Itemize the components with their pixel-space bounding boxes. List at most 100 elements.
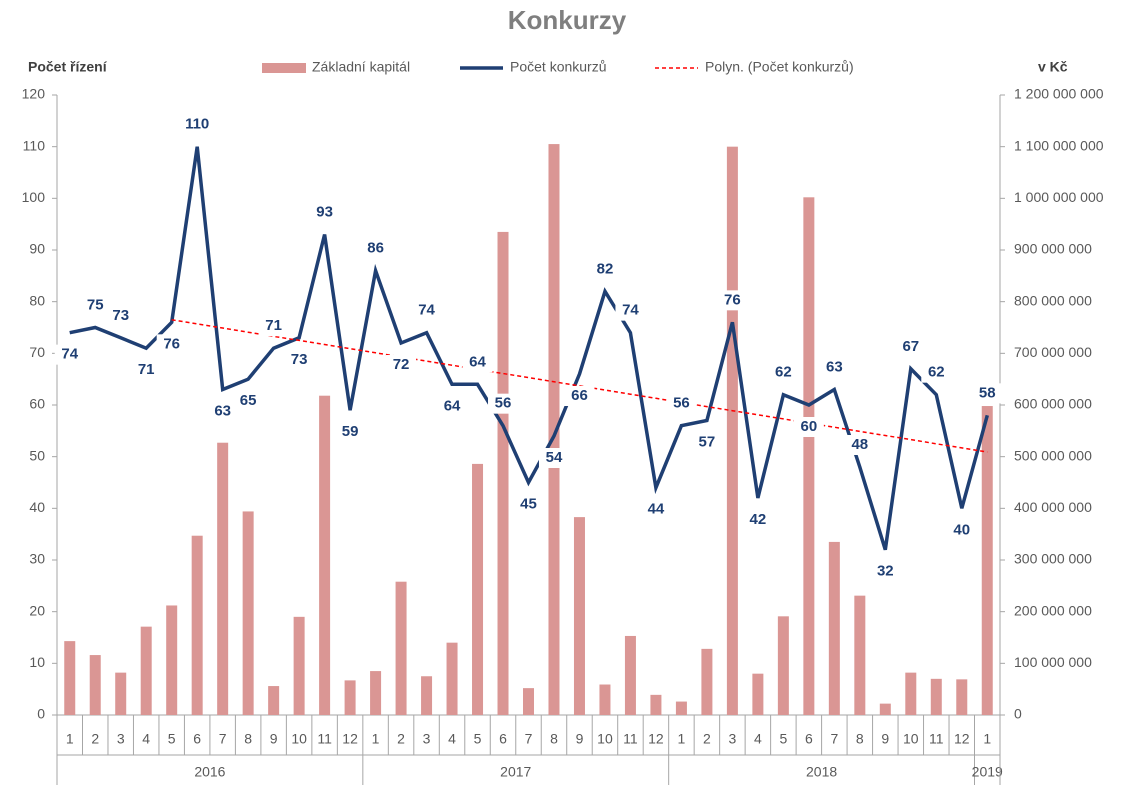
group-label: 2016 xyxy=(194,764,225,780)
bar xyxy=(803,197,815,716)
data-label-bg xyxy=(870,561,901,582)
data-label: 71 xyxy=(265,317,282,334)
data-label-bg xyxy=(768,362,799,383)
bar xyxy=(523,688,534,715)
y2-axis-title: v Kč xyxy=(1038,59,1068,75)
group-label: 2018 xyxy=(806,764,837,780)
data-label-bg xyxy=(564,386,595,406)
x-tick-label: 2 xyxy=(703,731,711,747)
x-tick-label: 9 xyxy=(576,731,584,747)
x-tick-label: 8 xyxy=(856,731,864,747)
bar xyxy=(344,680,356,715)
x-tick-label: 10 xyxy=(291,731,307,747)
x-tick-label: 11 xyxy=(623,731,638,747)
x-tick-label: 6 xyxy=(499,731,507,747)
data-label-bg xyxy=(488,393,519,414)
data-label-bg xyxy=(742,510,773,530)
data-label: 45 xyxy=(520,495,537,512)
data-label-bg xyxy=(80,295,111,316)
x-tick-label: 4 xyxy=(448,731,456,747)
data-label-bg xyxy=(717,290,748,311)
y-tick-label: 10 xyxy=(29,654,45,670)
y-tick-label: 50 xyxy=(29,447,45,463)
data-label-bg xyxy=(131,360,162,381)
x-tick-label: 5 xyxy=(168,731,176,747)
x-tick-label: 5 xyxy=(474,731,482,747)
data-label-bg xyxy=(691,432,722,453)
data-label: 71 xyxy=(138,361,155,378)
x-tick-label: 10 xyxy=(903,731,919,747)
data-label-bg xyxy=(946,520,977,541)
x-tick-label: 4 xyxy=(754,731,762,747)
y-tick-label: 40 xyxy=(29,499,45,515)
x-tick-label: 8 xyxy=(244,731,252,747)
bar xyxy=(905,672,917,715)
bar xyxy=(624,635,636,715)
bar xyxy=(242,511,254,715)
data-label: 56 xyxy=(495,395,512,412)
y2-tick-label: 800 000 000 xyxy=(1014,292,1092,308)
x-tick-label: 7 xyxy=(219,731,227,747)
y-tick-label: 100 xyxy=(22,189,46,205)
legend-label: Polyn. (Počet konkurzů) xyxy=(705,59,854,75)
y2-tick-label: 1 100 000 000 xyxy=(1014,137,1104,153)
x-tick-label: 12 xyxy=(648,731,664,747)
data-label: 57 xyxy=(699,433,716,450)
data-label-bg xyxy=(335,422,366,443)
bar xyxy=(701,648,713,715)
data-label: 74 xyxy=(622,302,639,319)
y-tick-label: 120 xyxy=(22,86,46,102)
y-tick-label: 110 xyxy=(23,137,46,153)
y-tick-label: 30 xyxy=(29,551,45,567)
data-label-bg xyxy=(972,383,1003,404)
data-label: 93 xyxy=(316,203,333,220)
data-label: 86 xyxy=(367,240,384,257)
y2-tick-label: 600 000 000 xyxy=(1014,396,1092,412)
bar xyxy=(319,395,331,715)
data-label: 72 xyxy=(393,356,410,373)
data-label-bg xyxy=(156,334,187,355)
trend-line xyxy=(171,319,988,453)
chart-title: Konkurzy xyxy=(508,5,627,35)
y2-tick-label: 900 000 000 xyxy=(1014,241,1092,257)
data-label-bg xyxy=(793,417,824,437)
data-label-bg xyxy=(895,336,926,357)
legend-label: Počet konkurzů xyxy=(510,59,607,75)
x-tick-label: 1 xyxy=(66,731,74,747)
group-label: 2019 xyxy=(972,764,1003,780)
legend: Základní kapitál Počet konkurzů Polyn. (… xyxy=(262,59,854,75)
y2-tick-label: 1 000 000 000 xyxy=(1014,189,1104,205)
bar xyxy=(956,679,968,715)
data-label: 63 xyxy=(214,402,231,419)
y2-tick-label: 300 000 000 xyxy=(1014,551,1092,567)
data-label: 32 xyxy=(877,563,894,580)
data-label-bg xyxy=(538,448,569,468)
x-tick-label: 12 xyxy=(954,731,970,747)
y-tick-label: 0 xyxy=(37,706,45,722)
data-label-bg xyxy=(666,393,697,414)
data-label: 75 xyxy=(87,296,104,313)
x-tick-label: 2 xyxy=(397,731,405,747)
data-label: 82 xyxy=(597,260,614,277)
data-label: 42 xyxy=(750,511,767,528)
bar xyxy=(268,686,280,715)
y2-tick-label: 400 000 000 xyxy=(1014,499,1092,515)
data-label-bg xyxy=(54,344,85,365)
x-tick-label: 8 xyxy=(550,731,558,747)
legend-label: Základní kapitál xyxy=(312,59,410,75)
x-tick-label: 10 xyxy=(597,731,613,747)
x-tick-label: 11 xyxy=(317,731,332,747)
bar xyxy=(217,442,229,715)
data-label-bg xyxy=(105,305,136,326)
data-label: 74 xyxy=(61,346,78,363)
y2-tick-label: 700 000 000 xyxy=(1014,344,1092,360)
x-tick-label: 2 xyxy=(91,731,99,747)
x-tick-label: 12 xyxy=(342,731,358,747)
data-label-bg xyxy=(844,435,875,455)
bar xyxy=(675,701,687,715)
y-tick-label: 70 xyxy=(29,344,45,360)
data-label: 64 xyxy=(469,353,486,370)
data-label: 48 xyxy=(851,436,868,453)
bar xyxy=(879,703,891,715)
x-tick-label: 4 xyxy=(142,731,150,747)
